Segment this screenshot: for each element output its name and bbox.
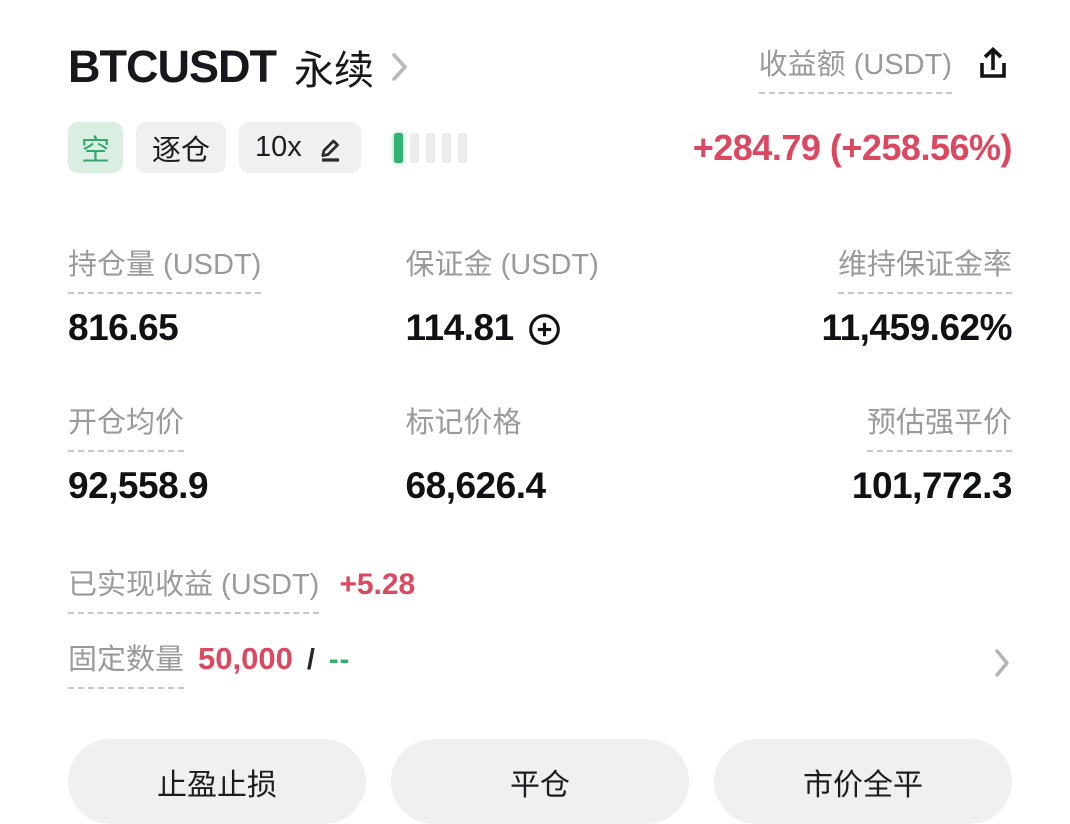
unrealized-pnl-value: +284.79 (+258.56%)	[692, 126, 1013, 168]
tpsl-values: 固定数量 50,000 / --	[68, 636, 350, 689]
pnl-label: 收益额 (USDT)	[758, 41, 952, 94]
close-position-button[interactable]: 平仓	[391, 739, 689, 824]
stat-value: 101,772.3	[851, 465, 1013, 506]
risk-meter	[393, 132, 467, 163]
add-margin-icon[interactable]	[526, 311, 563, 348]
stat-value: 816.65	[68, 307, 179, 348]
risk-bar	[441, 132, 451, 163]
action-buttons: 止盈止损 平仓 市价全平	[68, 739, 1012, 824]
tpsl-separator: /	[306, 644, 315, 676]
stat-value: 114.81	[406, 307, 563, 349]
market-close-all-button[interactable]: 市价全平	[714, 739, 1012, 824]
stats-row-1: 持仓量 (USDT) 816.65 保证金 (USDT) 114.81 维持保证…	[68, 241, 1013, 349]
realized-pnl-label: 已实现收益 (USDT)	[68, 561, 320, 614]
risk-bar	[425, 132, 435, 163]
stat-label: 持仓量 (USDT)	[68, 241, 262, 294]
leverage-value: 10x	[255, 131, 302, 163]
contract-type-label: 永续	[293, 49, 374, 93]
pnl-header: 收益额 (USDT)	[758, 41, 1012, 94]
edit-pencil-icon[interactable]	[314, 132, 345, 163]
tpsl-row[interactable]: 固定数量 50,000 / --	[68, 636, 1012, 689]
margin-amount: 114.81	[405, 307, 515, 348]
tpsl-button[interactable]: 止盈止损	[68, 739, 366, 824]
risk-bar	[409, 132, 419, 163]
tpsl-label: 固定数量	[68, 636, 185, 689]
stat-label: 维持保证金率	[837, 241, 1012, 294]
stat-value: 68,626.4	[405, 465, 547, 506]
take-profit-value: 50,000	[198, 641, 293, 676]
realized-pnl-value: +5.28	[339, 568, 416, 601]
stat-label: 开仓均价	[68, 399, 185, 452]
leverage-badge[interactable]: 10x	[239, 122, 361, 173]
stat-margin: 保证金 (USDT) 114.81	[406, 241, 726, 349]
badge-row: 空 逐仓 10x +284.79 (+258.56%)	[68, 122, 1013, 173]
stat-mark-price: 标记价格 68,626.4	[406, 399, 726, 507]
position-side-badge: 空	[68, 122, 124, 173]
share-icon[interactable]	[974, 45, 1012, 83]
stat-label: 保证金 (USDT)	[405, 249, 599, 281]
risk-bar	[457, 132, 467, 163]
stat-maintenance-margin-ratio: 维持保证金率 11,459.62%	[726, 241, 1013, 349]
stat-label: 标记价格	[405, 407, 522, 439]
realized-pnl-row: 已实现收益 (USDT) +5.28	[68, 561, 1012, 614]
chevron-right-icon[interactable]	[388, 49, 410, 85]
stat-entry-price: 开仓均价 92,558.9	[68, 399, 406, 507]
stat-liquidation-price: 预估强平价 101,772.3	[726, 399, 1013, 507]
stat-position-size: 持仓量 (USDT) 816.65	[68, 241, 406, 349]
chevron-right-icon[interactable]	[992, 646, 1012, 680]
header: BTCUSDT 永续 收益额 (USDT)	[68, 38, 1012, 96]
badge-group: 空 逐仓 10x	[68, 122, 467, 173]
symbol-selector[interactable]: BTCUSDT 永续	[68, 38, 410, 96]
symbol-name: BTCUSDT	[68, 41, 277, 92]
margin-mode-badge[interactable]: 逐仓	[136, 122, 227, 173]
stat-value: 11,459.62%	[821, 307, 1013, 348]
stat-value: 92,558.9	[68, 465, 209, 506]
risk-bar	[393, 132, 403, 163]
stat-label: 预估强平价	[866, 399, 1012, 452]
stats-row-2: 开仓均价 92,558.9 标记价格 68,626.4 预估强平价 101,77…	[68, 399, 1013, 507]
stop-loss-value: --	[328, 644, 351, 676]
